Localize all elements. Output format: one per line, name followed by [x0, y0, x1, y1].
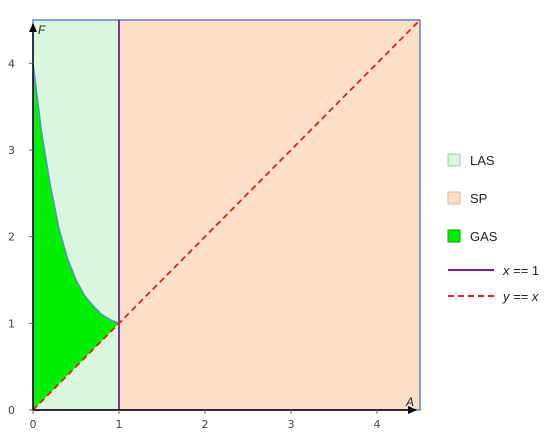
legend-swatch: [447, 191, 461, 205]
axes: A F 0 1 2 3 4 0 1 2 3 4: [8, 23, 417, 431]
x-tick-label: 1: [116, 418, 123, 431]
legend-label: y == x: [502, 289, 539, 304]
x-tick-label: 0: [30, 418, 37, 431]
legend-swatch: [447, 229, 461, 243]
region-gas: [33, 63, 119, 410]
plot-area: [32, 19, 421, 411]
y-tick-label: 4: [8, 57, 15, 70]
y-tick-label: 1: [8, 317, 15, 330]
legend-label: GAS: [470, 229, 498, 244]
legend: LAS SP GAS x == 1 y == x: [447, 153, 539, 304]
line-y-eq-x: [32, 19, 421, 411]
gas-boundary-curve: [32, 63, 120, 325]
legend-entry: x == 1: [448, 263, 539, 278]
legend-entry: y == x: [448, 289, 539, 304]
x-axis-title: A: [405, 395, 414, 409]
y-tick-label: 2: [8, 231, 15, 244]
legend-label: SP: [470, 191, 487, 206]
legend-entry: GAS: [447, 229, 498, 244]
y-tick-label: 3: [8, 144, 15, 157]
x-tick-label: 4: [374, 418, 381, 431]
x-tick-label: 2: [202, 418, 209, 431]
region-sp: [119, 20, 420, 410]
y-tick-label: 0: [8, 404, 15, 417]
legend-label: x == 1: [502, 263, 539, 278]
x-tick-label: 3: [288, 418, 295, 431]
y-axis-title: F: [38, 23, 46, 37]
legend-swatch: [447, 153, 461, 167]
legend-label: LAS: [470, 153, 495, 168]
legend-entry: LAS: [447, 153, 495, 168]
legend-entry: SP: [447, 191, 487, 206]
